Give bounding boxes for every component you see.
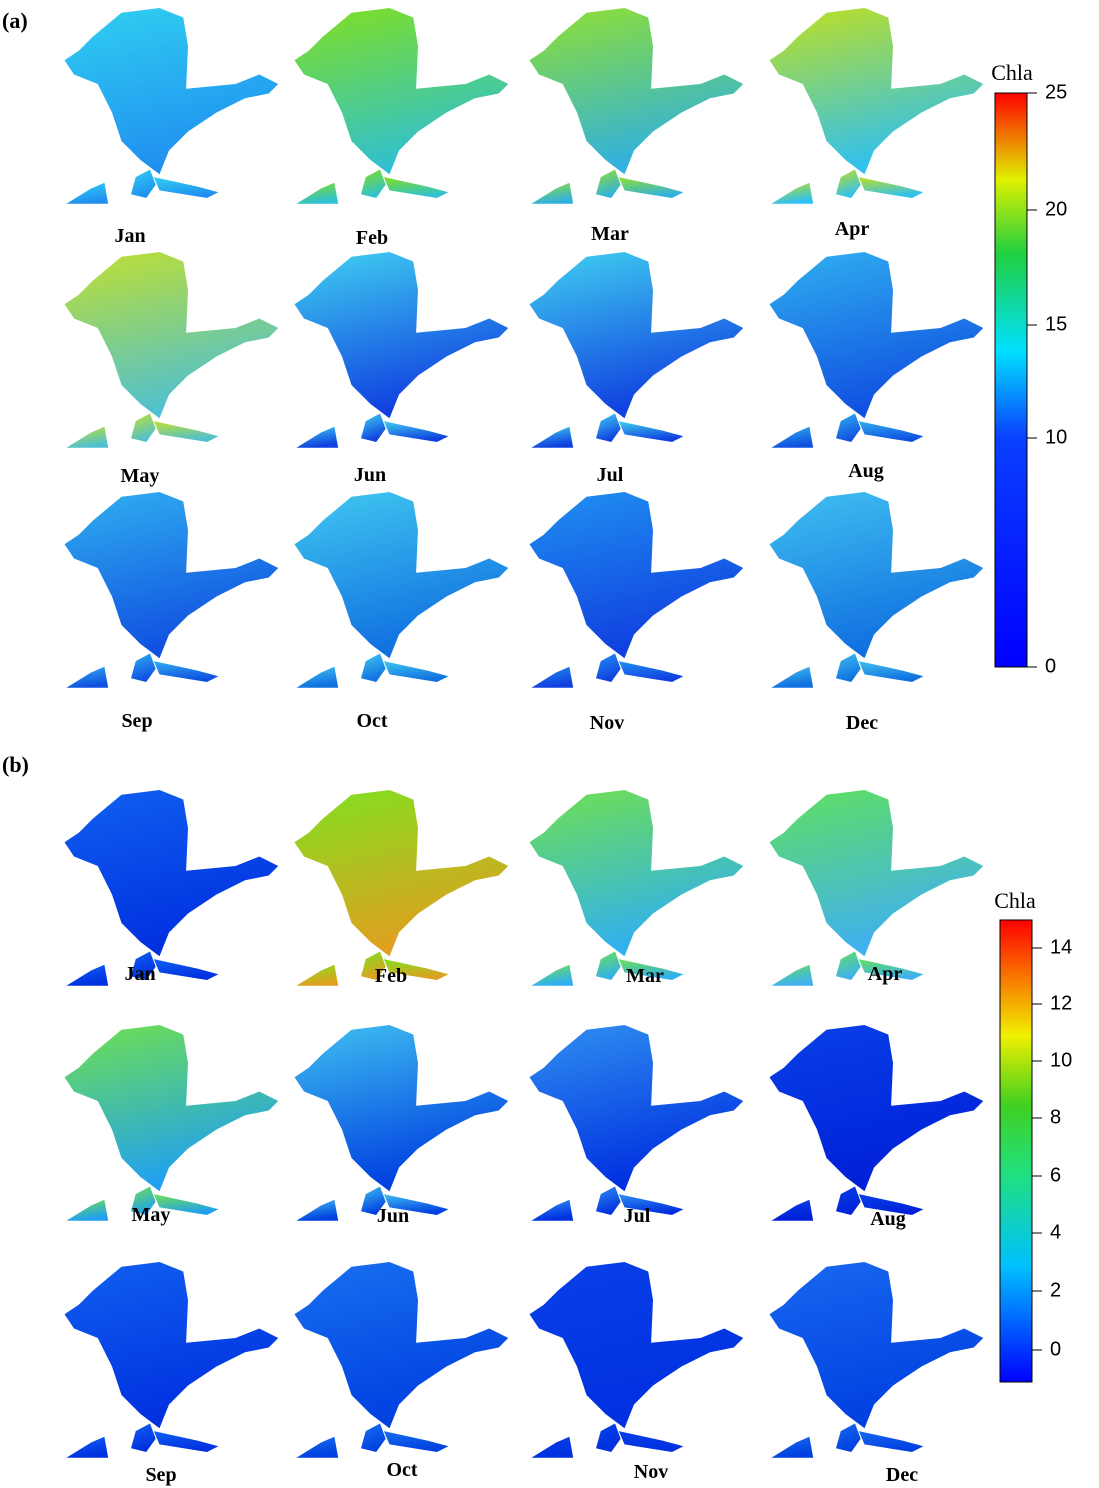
content: (a) Jan Feb Mar Apr May Jun Jul Aug Sep Oct Nov Dec C… <box>2 8 1072 1486</box>
lake-map <box>64 492 279 688</box>
month-label: May <box>121 465 160 487</box>
panel-label: (a) <box>2 8 28 33</box>
colorbar-tick-label: 25 <box>1045 81 1067 103</box>
colorbar-title: Chla <box>991 60 1033 85</box>
lake-map <box>294 1262 509 1458</box>
colorbar <box>999 919 1033 1383</box>
colorbar-tick-label: 15 <box>1045 313 1067 335</box>
month-label: Jan <box>124 963 155 985</box>
month-label: Oct <box>386 1459 417 1481</box>
month-label: Jul <box>624 1205 651 1227</box>
month-label: Aug <box>848 460 884 482</box>
lake-map <box>769 492 984 688</box>
lake-map <box>529 252 744 448</box>
month-label: Nov <box>590 712 624 734</box>
lake-map <box>529 790 744 986</box>
colorbar-tick-label: 2 <box>1050 1279 1061 1301</box>
month-label: Apr <box>868 963 903 985</box>
lake-map <box>64 8 279 204</box>
month-label: May <box>132 1204 171 1226</box>
month-label: Feb <box>375 965 407 987</box>
lake-map <box>529 492 744 688</box>
lake-map <box>769 8 984 204</box>
colorbar-tick-label: 4 <box>1050 1221 1061 1243</box>
colorbar-tick-label: 10 <box>1045 426 1067 448</box>
colorbar-tick-label: 8 <box>1050 1106 1061 1128</box>
lake-map <box>64 1025 279 1221</box>
lake-map <box>64 1262 279 1458</box>
month-label: Sep <box>121 710 152 732</box>
panel-label: (b) <box>2 752 29 777</box>
lake-map <box>529 8 744 204</box>
month-label: Jul <box>597 464 624 486</box>
month-label: Mar <box>626 965 664 987</box>
month-label: Sep <box>145 1464 176 1486</box>
lake-map <box>64 790 279 986</box>
month-label: Aug <box>870 1208 906 1230</box>
lake-map <box>294 790 509 986</box>
colorbar-tick-label: 0 <box>1050 1338 1061 1360</box>
month-label: Jun <box>354 464 386 486</box>
lake-map <box>769 1262 984 1458</box>
lake-map <box>529 1262 744 1458</box>
lake-map <box>769 252 984 448</box>
month-label: Dec <box>846 712 878 734</box>
month-label: Oct <box>356 710 387 732</box>
colorbar-title: Chla <box>994 888 1036 913</box>
colorbar <box>994 92 1028 668</box>
lake-map <box>769 790 984 986</box>
month-label: Jan <box>114 225 145 247</box>
colorbar-tick-label: 0 <box>1045 655 1056 677</box>
month-label: Dec <box>886 1464 918 1486</box>
colorbar-tick-label: 20 <box>1045 198 1067 220</box>
lake-map <box>294 1025 509 1221</box>
month-label: Jun <box>377 1205 409 1227</box>
colorbar-tick-label: 14 <box>1050 936 1072 958</box>
lake-map <box>769 1025 984 1221</box>
month-label: Apr <box>835 218 870 240</box>
lake-map <box>64 252 279 448</box>
lake-map <box>294 252 509 448</box>
month-label: Mar <box>591 223 629 245</box>
lake-map <box>294 492 509 688</box>
lake-map <box>529 1025 744 1221</box>
colorbar-tick-label: 10 <box>1050 1049 1072 1071</box>
colorbar-tick-label: 6 <box>1050 1164 1061 1186</box>
month-label: Nov <box>634 1461 668 1483</box>
lake-map <box>294 8 509 204</box>
month-label: Feb <box>356 227 388 249</box>
colorbar-tick-label: 12 <box>1050 992 1072 1014</box>
